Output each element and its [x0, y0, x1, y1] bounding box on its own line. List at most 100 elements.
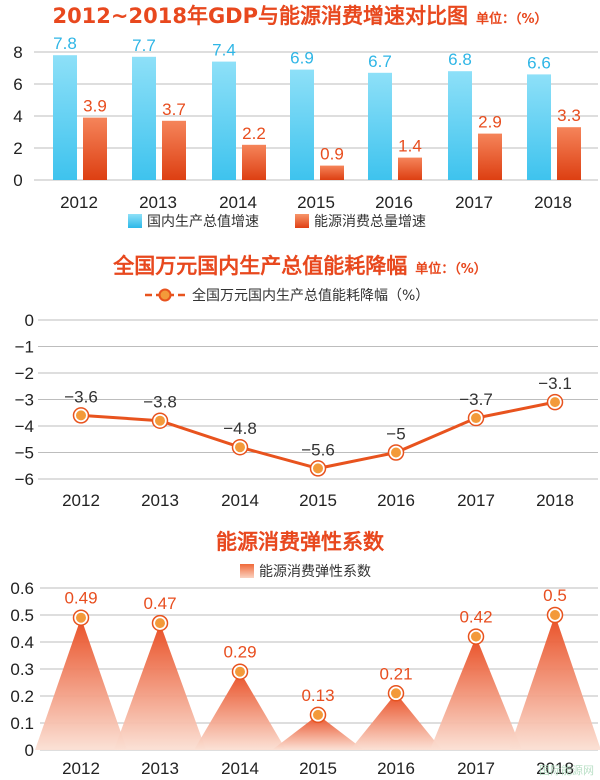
- value-label-energy: 3.3: [557, 106, 581, 125]
- value-label-gdp: 7.8: [53, 34, 77, 53]
- value-label-gdp: 6.6: [527, 53, 551, 72]
- peak-triangle: [35, 617, 127, 750]
- peak-point: [389, 686, 403, 701]
- legend-label-intensity: 全国万元国内生产总值能耗降幅（%）: [192, 288, 430, 304]
- value-label: 0.21: [379, 664, 412, 683]
- x-tick-label: 2012: [60, 193, 98, 212]
- bar-energy: [162, 120, 186, 180]
- peak-point-ring: [231, 663, 249, 680]
- y-tick-label: 0: [25, 741, 34, 760]
- value-label-gdp: 6.9: [290, 49, 314, 68]
- value-label: −5: [386, 425, 405, 444]
- line-point: [153, 413, 167, 428]
- value-label-energy: 0.9: [320, 145, 344, 164]
- y-tick-label: −6: [15, 470, 34, 489]
- chart3-title: 能源消费弹性系数: [216, 530, 384, 554]
- legend-label-gdp: 国内生产总值增速: [147, 214, 259, 230]
- x-tick-label: 2013: [141, 491, 179, 510]
- value-label: −5.6: [301, 440, 335, 459]
- y-tick-label: −1: [15, 338, 34, 357]
- chart2-title-row: 全国万元国内生产总值能耗降幅 单位：（%）: [0, 250, 600, 280]
- line-point-ring: [387, 444, 405, 461]
- value-label: 0.47: [143, 594, 176, 613]
- peak-point-ring: [387, 685, 405, 702]
- legend-label-energy: 能源消费总量增速: [314, 214, 426, 230]
- x-tick-label: 2018: [534, 193, 572, 212]
- line-point: [548, 395, 562, 410]
- chart3-legend: 能源消费弹性系数: [240, 561, 371, 581]
- y-tick-label: 0.3: [10, 660, 34, 679]
- legend-item-gdp: 国内生产总值增速: [128, 211, 259, 231]
- line-point: [311, 461, 325, 476]
- peak-triangle: [272, 714, 364, 750]
- bar-energy: [83, 117, 107, 180]
- peak-triangle: [350, 693, 442, 750]
- legend-swatch-gdp: [128, 214, 142, 228]
- value-label: −3.1: [538, 374, 572, 393]
- line-point-ring: [467, 409, 485, 427]
- value-label: 0.49: [64, 589, 97, 608]
- bar-gdp: [527, 74, 551, 180]
- line-point-ring: [72, 407, 90, 424]
- y-tick-label: 0.1: [10, 714, 34, 733]
- y-tick-label: 0.6: [10, 579, 34, 598]
- line-point: [233, 440, 247, 455]
- x-tick-label: 2017: [455, 193, 493, 212]
- chart2-unit: 单位：（%）: [415, 262, 487, 277]
- bar-energy: [242, 144, 266, 180]
- line-point-ring: [151, 412, 169, 429]
- peak-triangle: [194, 671, 286, 750]
- legend-swatch-elasticity: [240, 564, 254, 578]
- x-tick-label: 2014: [221, 759, 259, 778]
- y-tick-label: −4: [15, 417, 34, 436]
- legend-swatch-energy: [295, 214, 309, 228]
- x-tick-label: 2014: [221, 491, 259, 510]
- bar-gdp: [53, 55, 77, 181]
- x-tick-label: 2018: [536, 759, 574, 778]
- y-tick-label: 8: [13, 43, 22, 62]
- bar-gdp: [132, 56, 156, 180]
- peak-point: [153, 616, 167, 631]
- elasticity-area-chart: 0 0.1 0.2 0.3 0.4 0.5 0.6 0.49 2012 0.47 2013 0.29 2…: [10, 579, 600, 778]
- peak-point: [233, 664, 247, 679]
- y-tick-label: −2: [15, 364, 34, 383]
- line-point: [469, 411, 483, 426]
- y-tick-label: 0.5: [10, 606, 34, 625]
- bar-energy: [557, 127, 581, 180]
- peak-point-ring: [72, 609, 90, 626]
- value-label: 0.29: [223, 643, 256, 662]
- value-label: 0.5: [543, 586, 567, 605]
- chart3-title-row: 能源消费弹性系数: [0, 526, 600, 556]
- x-tick-label: 2017: [457, 759, 495, 778]
- value-label-energy: 3.9: [83, 97, 107, 116]
- y-tick-label: 2: [13, 139, 22, 158]
- value-label: −4.8: [223, 419, 257, 438]
- y-tick-label: −3: [15, 391, 34, 410]
- x-tick-label: 2012: [62, 759, 100, 778]
- x-tick-label: 2017: [457, 491, 495, 510]
- gdp-energy-bar-chart: 0 2 4 6 8 7.8 3.9 2012 7.7 3.7 2013 7.4 2.2 2014 6.9 0.…: [13, 34, 598, 212]
- y-tick-label: 0.2: [10, 687, 34, 706]
- peak-triangle: [114, 623, 206, 750]
- peak-point: [74, 610, 88, 625]
- x-tick-label: 2015: [299, 491, 337, 510]
- chart1-unit: 单位：（%）: [476, 12, 548, 27]
- y-tick-label: 6: [13, 75, 22, 94]
- value-label-energy: 2.9: [478, 113, 502, 132]
- y-tick-label: −5: [15, 444, 34, 463]
- x-tick-label: 2015: [299, 759, 337, 778]
- y-tick-label: 4: [13, 107, 22, 126]
- chart1-legend: 国内生产总值增速 能源消费总量增速: [128, 211, 462, 231]
- line-point-ring: [309, 460, 327, 477]
- x-tick-label: 2016: [377, 491, 415, 510]
- value-label-gdp: 6.7: [368, 52, 392, 71]
- value-label-gdp: 7.7: [132, 36, 156, 55]
- peak-point-ring: [151, 614, 169, 632]
- peak-triangle: [430, 636, 522, 750]
- x-tick-label: 2014: [219, 193, 257, 212]
- chart1-title: 2012~2018年GDP与能源消费增速对比图: [52, 4, 469, 28]
- value-label-energy: 3.7: [162, 100, 186, 119]
- chart2-title: 全国万元国内生产总值能耗降幅: [113, 254, 408, 278]
- intensity-line-chart: 0 −1 −2 −3 −4 −5 −6 −3.6 2012 −3.8 2013 −4.8 2014 −5.…: [15, 311, 598, 510]
- chart2-legend: 全国万元国内生产总值能耗降幅（%）: [144, 285, 429, 305]
